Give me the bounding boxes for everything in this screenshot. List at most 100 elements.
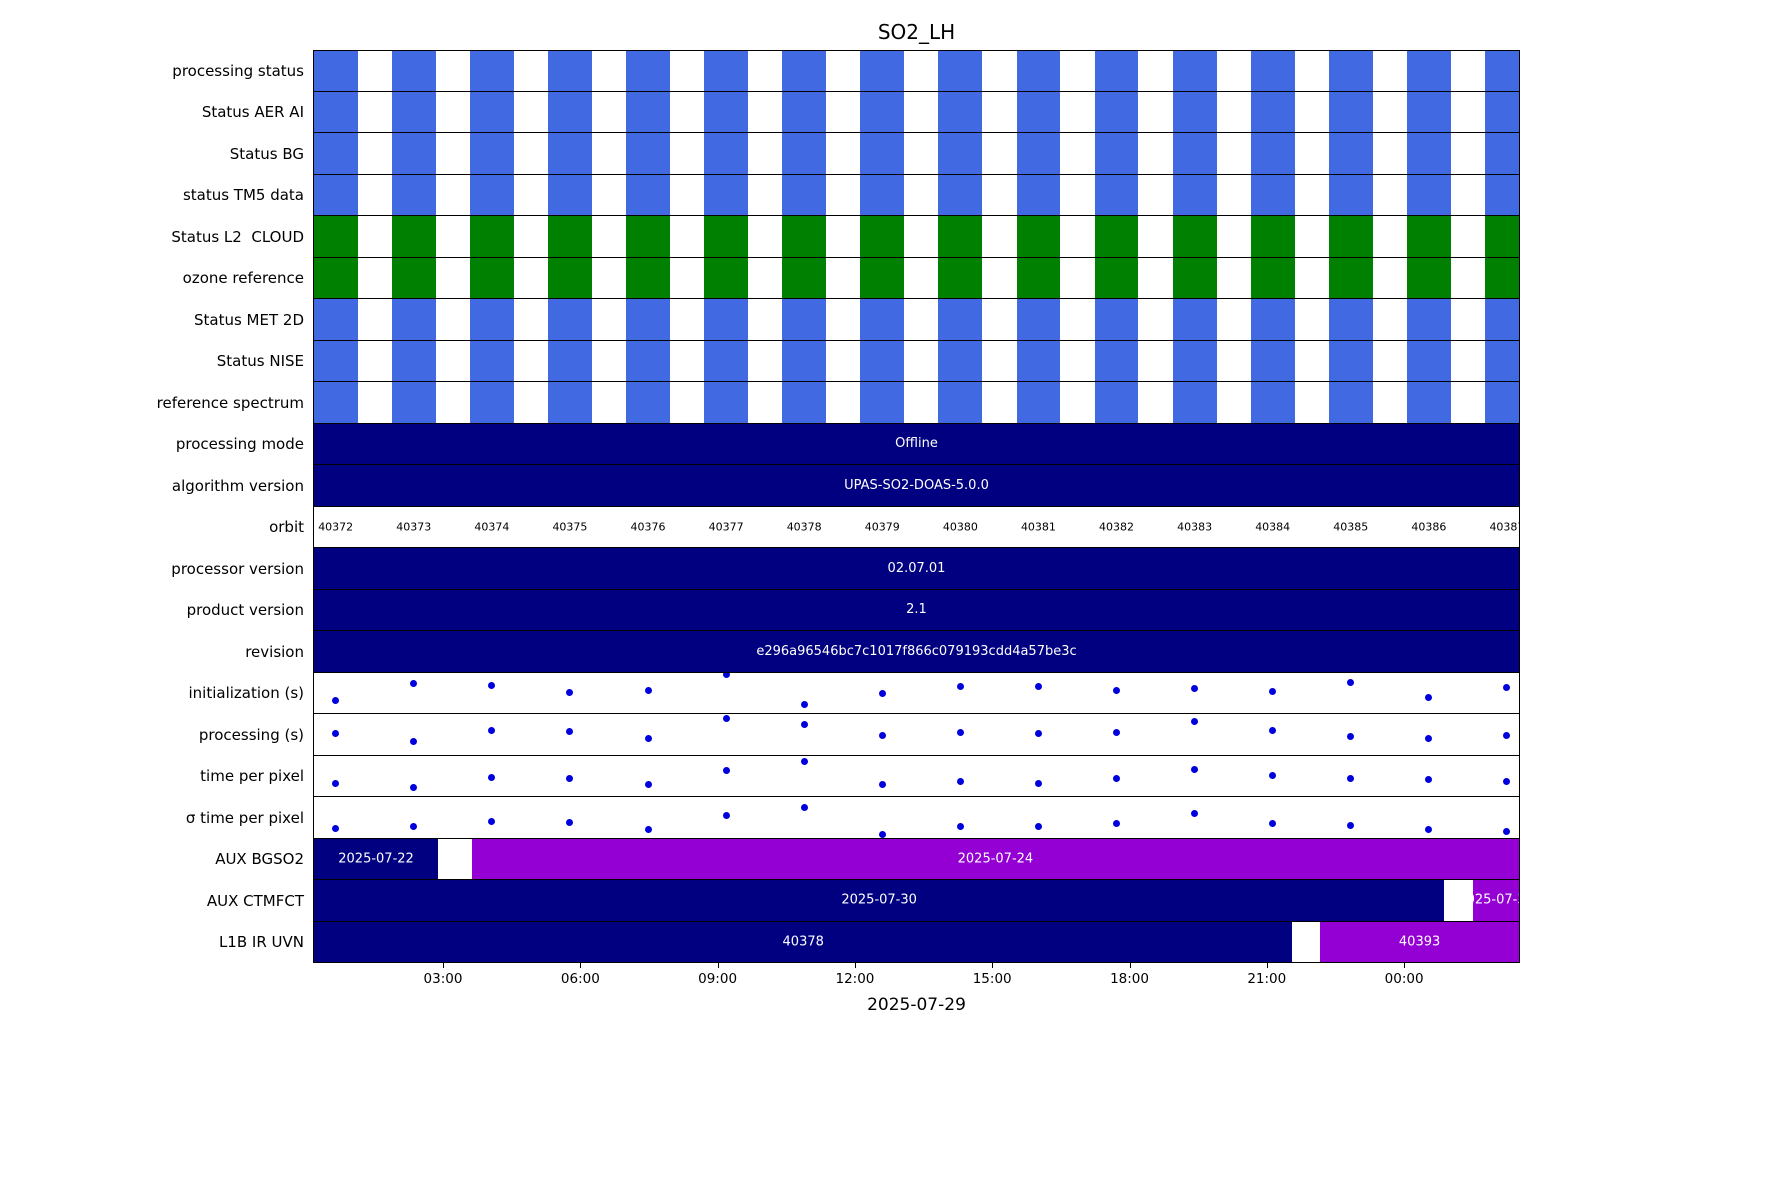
x-tick-mark	[1404, 963, 1406, 968]
scatter-dot	[722, 812, 730, 820]
stripe-block	[938, 91, 983, 132]
row-label: L1B IR UVN	[218, 933, 304, 952]
segment-label: 2025-07-31	[1458, 892, 1519, 908]
stripe-block	[391, 299, 436, 340]
stripe-block	[1094, 382, 1139, 423]
row-content-stripes	[313, 299, 1520, 341]
stripe-block	[469, 257, 514, 298]
stripe-block	[860, 216, 905, 257]
stripe-block	[314, 216, 358, 257]
segment-label: 40393	[1398, 934, 1441, 950]
scatter-dot	[1425, 776, 1433, 784]
scatter-dot	[410, 783, 418, 791]
bar-value: Offline	[895, 436, 938, 452]
orbit-number: 40375	[552, 520, 588, 534]
stripe-block	[469, 340, 514, 381]
stripe-block	[1406, 299, 1451, 340]
scatter-dot	[722, 714, 730, 722]
stripe-block	[314, 133, 358, 174]
row-orbit: orbit 40372 40373 40374 40375 40376 40377 40378…	[0, 506, 1771, 548]
row-content-stripes	[313, 91, 1520, 133]
timeline-segment	[314, 921, 1293, 962]
x-tick-label: 06:00	[560, 971, 600, 987]
row-label: Status AER AI	[201, 103, 304, 122]
stripe-block	[1094, 133, 1139, 174]
orbit-number: 40377	[708, 520, 744, 534]
row-content-stripes	[313, 133, 1520, 175]
stripe-block	[1485, 91, 1519, 132]
row-content-stripes	[313, 216, 1520, 258]
stripe-block	[860, 299, 905, 340]
scatter-dot	[488, 726, 496, 734]
stripe-block	[1406, 382, 1451, 423]
stripe-block	[314, 299, 358, 340]
row-content-bar: UPAS-SO2-DOAS-5.0.0	[313, 465, 1520, 507]
stripe-block	[1406, 91, 1451, 132]
scatter-dot	[332, 729, 340, 737]
row-content-scatter	[313, 672, 1520, 714]
stripe-block	[938, 299, 983, 340]
x-tick-mark	[442, 963, 444, 968]
stripe-block	[1485, 299, 1519, 340]
scatter-dot	[1347, 733, 1355, 741]
scatter-dot	[1269, 772, 1277, 780]
scatter-dot	[1191, 685, 1199, 693]
stripe-block	[1094, 216, 1139, 257]
stripe-block	[938, 174, 983, 215]
row-reference-spectrum: reference spectrum	[0, 382, 1771, 424]
scatter-dot	[1347, 678, 1355, 686]
stripe-block	[391, 216, 436, 257]
stripe-block	[1328, 174, 1373, 215]
stripe-block	[1250, 257, 1295, 298]
stripe-block	[391, 91, 436, 132]
stripe-block	[1328, 216, 1373, 257]
row-content-scatter	[313, 714, 1520, 756]
stripe-block	[1172, 299, 1217, 340]
row-content-spans: 2025-07-30 2025-07-31	[313, 880, 1520, 922]
scatter-dot	[1503, 828, 1511, 836]
stripe-block	[548, 340, 592, 381]
row-label: time per pixel	[200, 767, 304, 786]
stripe-block	[782, 340, 827, 381]
scatter-dot	[1347, 821, 1355, 829]
stripe-block	[1328, 91, 1373, 132]
stripe-block	[938, 340, 983, 381]
scatter-dot	[800, 757, 808, 765]
row-aux-bgso2: AUX BGSO2 2025-07-22 2025-07-24	[0, 838, 1771, 880]
orbit-number: 40386	[1411, 520, 1447, 534]
stripe-block	[314, 51, 358, 91]
stripe-block	[704, 174, 749, 215]
row-content-stripes	[313, 340, 1520, 382]
stripe-block	[1016, 257, 1061, 298]
stripe-block	[782, 174, 827, 215]
scatter-dot	[878, 690, 886, 698]
scatter-dot	[644, 825, 652, 833]
stripe-block	[1406, 174, 1451, 215]
x-tick-mark	[992, 963, 994, 968]
stripe-block	[1250, 91, 1295, 132]
scatter-dot	[722, 672, 730, 679]
stripe-block	[1094, 257, 1139, 298]
row-content-scatter	[313, 755, 1520, 797]
row-processor-version: processor version 02.07.01	[0, 548, 1771, 590]
stripe-block	[1016, 91, 1061, 132]
scatter-dot	[1425, 825, 1433, 833]
stripe-block	[469, 91, 514, 132]
orbit-number: 40384	[1255, 520, 1291, 534]
scatter-dot	[1113, 820, 1121, 828]
row-content-bar: e296a96546bc7c1017f866c079193cdd4a57be3c	[313, 631, 1520, 673]
stripe-block	[626, 174, 670, 215]
stripe-block	[314, 174, 358, 215]
stripe-block	[1172, 382, 1217, 423]
orbit-number: 40385	[1333, 520, 1369, 534]
scatter-dot	[1269, 726, 1277, 734]
stripe-block	[1016, 299, 1061, 340]
scatter-dot	[1191, 717, 1199, 725]
stripe-block	[938, 51, 983, 91]
orbit-number: 40374	[474, 520, 510, 534]
scatter-dot	[878, 781, 886, 789]
stripe-block	[469, 382, 514, 423]
stripe-block	[626, 133, 670, 174]
stripe-block	[782, 51, 827, 91]
